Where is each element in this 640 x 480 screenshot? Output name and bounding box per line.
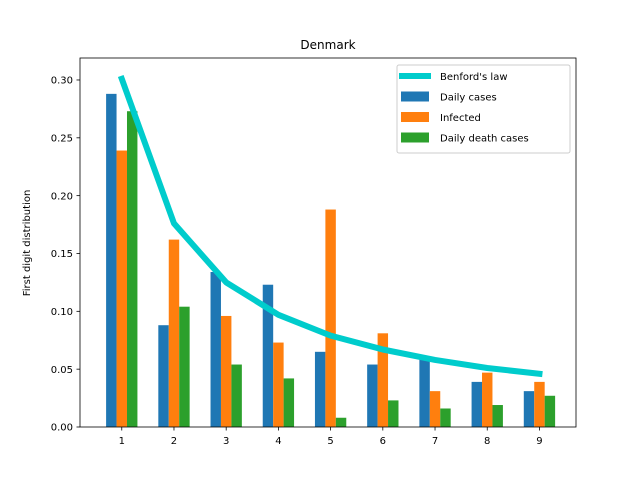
x-tick-label: 9 (536, 436, 542, 447)
x-tick-label: 6 (380, 436, 386, 447)
x-tick-label: 7 (432, 436, 438, 447)
legend-label-daily-death-cases: Daily death cases (440, 134, 529, 145)
bar-daily-cases-5 (314, 351, 326, 427)
bar-infected-5 (325, 209, 336, 427)
x-tick-label: 1 (119, 436, 125, 447)
legend-box (396, 64, 571, 154)
bar-daily-death-cases-7 (440, 408, 451, 427)
bar-daily-death-cases-6 (388, 400, 399, 427)
bar-daily-cases-1 (106, 93, 117, 427)
bar-infected-7 (429, 391, 441, 427)
axes: 1 2 3 4 5 6 7 8 9 0.00 0.05 0.10 0.15 0.20 0.25 0.30 (51, 57, 577, 447)
bar-daily-death-cases-4 (283, 378, 295, 427)
x-tick-label: 4 (275, 436, 281, 447)
benford-line-layer (117, 74, 543, 378)
bar-daily-cases-8 (471, 381, 483, 427)
legend-label-daily-cases: Daily cases (440, 93, 497, 104)
y-tick-label: 0.15 (51, 249, 73, 260)
bar-infected-3 (220, 315, 232, 427)
y-axis-label: First digit distribution (22, 190, 33, 297)
y-tick-label: 0.05 (51, 365, 73, 376)
bar-daily-cases-7 (419, 358, 430, 427)
bar-daily-death-cases-8 (492, 405, 503, 427)
plot-frame (79, 57, 577, 428)
y-tick-label: 0.25 (51, 133, 73, 144)
bar-infected-2 (168, 239, 180, 427)
bar-infected-4 (273, 342, 284, 427)
y-tick-label: 0.10 (51, 307, 73, 318)
legend-label-infected: Infected (440, 113, 481, 124)
bar-daily-death-cases-2 (179, 306, 190, 427)
bar-group (106, 93, 556, 428)
bar-daily-cases-3 (210, 271, 221, 427)
bar-daily-death-cases-3 (231, 364, 242, 427)
bar-daily-death-cases-5 (335, 417, 347, 427)
bar-infected-6 (377, 333, 389, 427)
y-tick-label: 0.30 (51, 76, 73, 87)
legend-swatch-daily-cases (401, 91, 429, 102)
legend-label-benford-s-law: Benford's law (440, 72, 508, 83)
bar-daily-death-cases-1 (126, 111, 138, 428)
benford-law-line (117, 74, 543, 378)
x-tick-label: 8 (484, 436, 490, 447)
legend-swatch-daily-death-cases (401, 132, 429, 143)
bar-infected-8 (482, 372, 493, 427)
bar-daily-death-cases-9 (544, 395, 556, 427)
y-tick-label: 0.20 (51, 191, 73, 202)
x-tick-label: 3 (223, 436, 229, 447)
bar-daily-cases-6 (367, 364, 378, 427)
bar-daily-cases-4 (262, 284, 274, 427)
y-tick-label: 0.00 (51, 423, 73, 434)
bar-infected-9 (534, 381, 545, 427)
x-tick-label: 2 (171, 436, 177, 447)
x-tick-label: 5 (327, 436, 333, 447)
chart-title: Denmark (300, 38, 355, 52)
legend: Benford's law Daily cases Infected Daily de… (396, 64, 571, 154)
legend-swatch-infected (401, 112, 429, 122)
bar-infected-1 (116, 150, 127, 427)
bar-daily-cases-9 (523, 391, 535, 427)
bar-daily-cases-2 (158, 325, 169, 427)
